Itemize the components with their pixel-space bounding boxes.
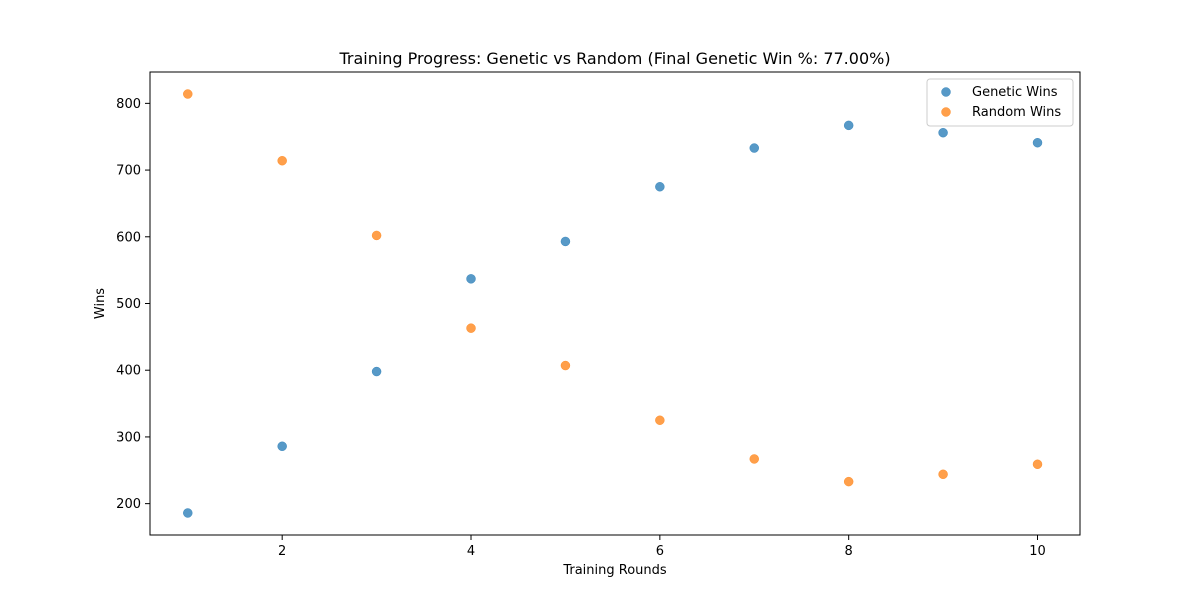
y-tick-label: 500 — [116, 297, 141, 312]
genetic-wins-point — [749, 143, 760, 153]
data-points — [183, 89, 1043, 518]
random-wins-point — [843, 476, 854, 487]
genetic-wins-point — [655, 181, 665, 192]
chart-title: Training Progress: Genetic vs Random (Fi… — [338, 49, 890, 68]
series-random-wins — [183, 89, 1043, 487]
genetic-wins-point — [1032, 137, 1043, 148]
y-tick-label: 400 — [116, 364, 141, 379]
x-tick-label: 10 — [1029, 544, 1046, 559]
random-wins-point — [1032, 459, 1043, 470]
x-axis: 2 4 6 8 10 — [278, 535, 1046, 559]
y-tick-label: 700 — [116, 164, 141, 179]
random-wins-point — [749, 454, 760, 464]
x-tick-label: 4 — [467, 544, 475, 559]
y-tick-label: 300 — [116, 430, 141, 445]
genetic-wins-point — [843, 120, 854, 131]
series-genetic-wins — [183, 120, 1043, 518]
y-axis-label: Wins — [93, 288, 108, 319]
y-tick-label: 600 — [116, 230, 141, 245]
genetic-wins-point — [371, 366, 382, 377]
random-wins-point — [655, 415, 665, 426]
genetic-wins-point — [560, 236, 571, 247]
y-axis: 200 300 400 500 600 700 800 — [116, 97, 150, 512]
legend-label-genetic-wins: Genetic Wins — [972, 85, 1058, 100]
legend-marker-genetic-wins — [941, 87, 951, 97]
genetic-wins-point — [183, 508, 193, 518]
x-tick-label: 6 — [656, 544, 664, 559]
legend: Genetic Wins Random Wins — [926, 78, 1074, 127]
x-axis-label: Training Rounds — [562, 563, 667, 578]
random-wins-point — [183, 89, 193, 99]
legend-marker-random-wins — [941, 107, 951, 117]
genetic-wins-point — [938, 127, 948, 138]
random-wins-point — [277, 155, 287, 166]
y-tick-label: 800 — [116, 97, 141, 112]
x-tick-label: 8 — [845, 544, 853, 559]
legend-label-random-wins: Random Wins — [972, 105, 1061, 120]
random-wins-point — [466, 323, 476, 333]
y-tick-label: 200 — [116, 497, 141, 512]
genetic-wins-point — [277, 441, 287, 452]
random-wins-point — [371, 230, 382, 241]
legend-box — [926, 78, 1074, 127]
x-tick-label: 2 — [278, 544, 286, 559]
random-wins-point — [938, 469, 948, 480]
genetic-wins-point — [466, 274, 476, 284]
random-wins-point — [560, 360, 571, 371]
